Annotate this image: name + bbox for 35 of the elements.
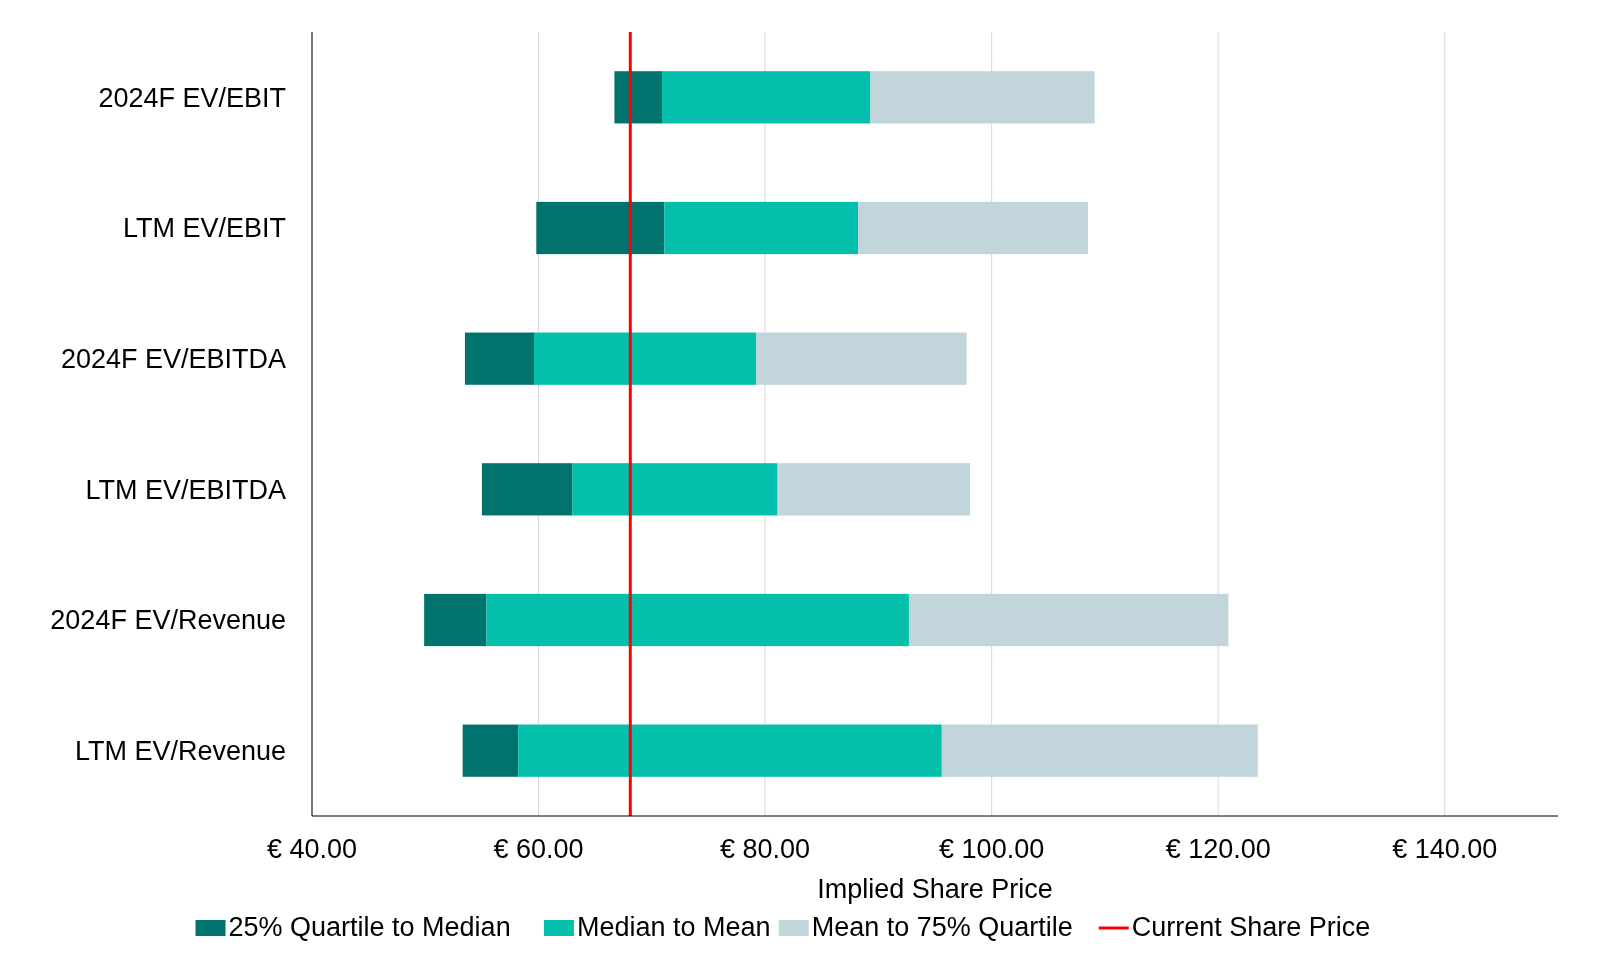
y-tick-label: 2024F EV/EBITDA (60, 344, 286, 375)
legend-label: 25% Quartile to Median (228, 912, 511, 942)
bar (870, 71, 1095, 124)
legend-label: Median to Mean (576, 912, 771, 942)
bar (518, 724, 942, 777)
x-axis-title: Implied Share Price (817, 874, 1053, 904)
bar (481, 463, 573, 516)
y-tick-label: 2024F EV/Revenue (50, 605, 286, 636)
legend-label: Current Share Price (1131, 912, 1371, 942)
bar (534, 332, 757, 385)
legend-label: Mean to 75% Quartile (811, 912, 1073, 942)
bar (464, 332, 535, 385)
x-tick-label: € 100.00 (939, 834, 1045, 864)
bar (462, 724, 519, 777)
bar (941, 724, 1258, 777)
bar (664, 201, 858, 255)
bar (614, 71, 663, 124)
y-tick-label: LTM EV/EBIT (122, 213, 286, 244)
bar (572, 463, 778, 516)
bar (777, 463, 971, 516)
bar (857, 201, 1088, 255)
bar (486, 593, 909, 647)
x-tick-label: € 120.00 (1165, 834, 1271, 864)
x-tick-label: € 80.00 (720, 834, 811, 864)
x-tick-label: € 40.00 (266, 834, 358, 864)
y-tick-label: 2024F EV/EBIT (98, 82, 286, 113)
bar (908, 593, 1229, 647)
bar (756, 332, 967, 385)
bar (662, 71, 871, 124)
y-tick-label: LTM EV/Revenue (74, 736, 286, 767)
bar (424, 593, 487, 647)
x-tick-label: € 60.00 (493, 834, 584, 864)
y-tick-label: LTM EV/EBITDA (85, 474, 286, 505)
x-tick-label: € 140.00 (1392, 834, 1498, 864)
bar (536, 201, 665, 255)
